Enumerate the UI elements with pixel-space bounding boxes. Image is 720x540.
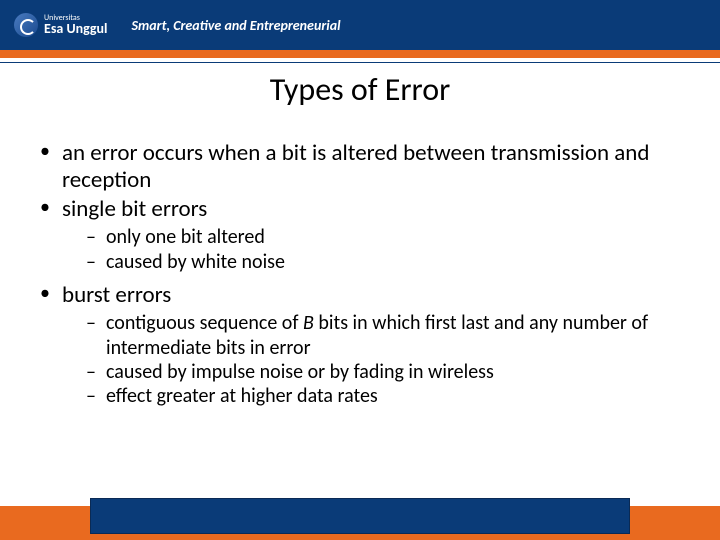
footer [0,496,720,540]
bullet-text: an error occurs when a bit is altered be… [62,139,649,194]
logo-globe-icon [14,13,38,37]
italic-var: B [303,311,314,335]
bullet-level1: an error occurs when a bit is altered be… [36,140,684,194]
header-bar: Universitas Esa Unggul Smart, Creative a… [0,0,720,50]
bullet-text: single bit errors [62,195,207,223]
bullet-level2: effect greater at higher data rates [62,384,684,408]
logo: Universitas Esa Unggul [0,13,108,37]
sub-bullet-list: contiguous sequence of B bits in which f… [62,311,684,409]
bullet-list: an error occurs when a bit is altered be… [36,140,684,409]
bullet-level2: only one bit altered [62,225,684,249]
slide: Universitas Esa Unggul Smart, Creative a… [0,0,720,540]
sub-bullet-list: only one bit alteredcaused by white nois… [62,225,684,274]
bullet-level2: contiguous sequence of B bits in which f… [62,311,684,360]
slide-title: Types of Error [0,70,720,109]
bullet-level1: burst errorscontiguous sequence of B bit… [36,282,684,409]
logo-text: Universitas Esa Unggul [44,14,108,36]
logo-main: Esa Unggul [44,20,108,37]
header-accent-bar [0,50,720,58]
header-inner: Universitas Esa Unggul Smart, Creative a… [0,6,720,44]
footer-blue-panel [90,498,630,534]
tagline: Smart, Creative and Entrepreneurial [132,17,341,34]
slide-body: an error occurs when a bit is altered be… [36,140,684,417]
header-divider [0,62,720,63]
bullet-text: burst errors [62,281,171,309]
bullet-level2: caused by impulse noise or by fading in … [62,360,684,384]
bullet-level2: caused by white noise [62,250,684,274]
bullet-level1: single bit errorsonly one bit alteredcau… [36,196,684,274]
